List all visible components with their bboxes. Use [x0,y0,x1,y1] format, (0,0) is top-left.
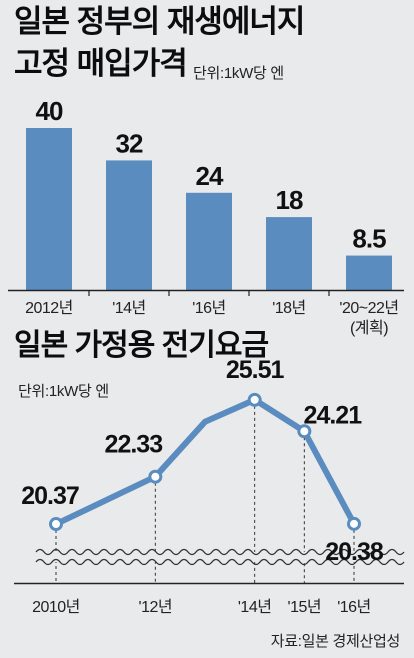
x-tick-label: '15년 [288,598,322,616]
bar-value-label: 24 [196,161,224,191]
bar [266,217,312,290]
axis-break-wave [35,558,405,566]
axis-break-wave [35,548,405,556]
bar-value-label: 18 [276,185,303,215]
line-chart-unit: 단위:1kW당 엔 [18,383,109,400]
data-point [347,516,361,531]
series-line [53,396,357,528]
x-tick-label: 2010년 [32,598,80,616]
bar-category-label: '20~22년 [339,299,398,317]
x-tick-label: '14년 [238,598,272,616]
bar-value-label: 32 [116,128,143,158]
bar-chart-title-line1: 일본 정부의 재생에너지 [14,4,305,39]
axis-break-gap [36,552,394,562]
bar-chart-title-line2: 고정 매입가격 [14,46,188,81]
data-point [49,517,63,532]
data-point [148,469,163,484]
line-chart: 20.37 22.33 25.51 24.21 20.38 2010년 '12년 '14년 '1… [14,356,405,616]
data-point [297,424,312,439]
data-value-label: 22.33 [105,431,163,459]
bar-category-note: (계획) [350,319,388,337]
line-chart-title: 일본 가정용 전기요금 [14,329,269,362]
bar-category-label: '14년 [112,299,146,317]
data-value-label: 20.38 [325,538,384,566]
bar-category-label: '18년 [272,299,306,317]
x-tick-label: '16년 [337,598,371,616]
bar [26,128,72,290]
bar-chart: 40 2012년 32 '14년 24 '16년 18 '18년 8.5 '20~22년 (계획) [8,96,404,337]
bar [106,160,152,290]
source-note: 자료:일본 경제산업성 [270,633,401,650]
bar-value-label: 40 [36,96,63,126]
bar-category-label: '16년 [192,299,226,317]
data-point [247,392,262,407]
data-value-label: 20.37 [21,482,79,510]
x-tick-label: '12년 [139,598,173,616]
data-value-label: 24.21 [304,401,363,429]
bar [186,192,232,290]
data-value-label: 25.51 [226,356,285,384]
bar [346,255,392,290]
bar-chart-unit: 단위:1kW당 엔 [193,65,284,82]
bar-value-label: 8.5 [352,224,386,254]
bar-category-label: 2012년 [25,299,73,317]
